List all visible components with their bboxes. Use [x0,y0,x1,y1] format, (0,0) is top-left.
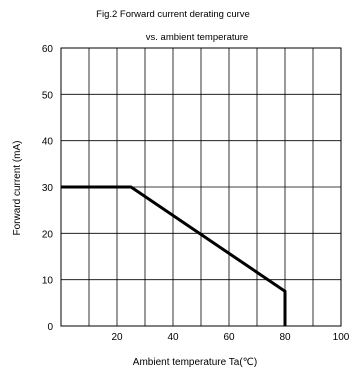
y-tick-label: 20 [42,229,54,240]
x-tick-label: 20 [111,332,123,343]
x-tick-label: 60 [223,332,235,343]
y-tick-label: 10 [42,276,54,287]
chart-title: Fig.2 Forward current derating curve [96,9,250,20]
x-tick-label: 100 [333,332,350,343]
y-tick-label: 60 [42,44,54,55]
x-tick-label: 80 [279,332,291,343]
plot-frame [60,47,342,327]
x-tick-labels: 20 40 60 80 100 [111,332,349,343]
series-lines [61,185,287,326]
derating-curve [61,185,287,326]
x-tick-label: 40 [167,332,179,343]
y-axis-label: Forward current (mA) [12,140,23,235]
y-tick-label: 0 [47,322,53,333]
x-axis-label: Ambient temperature Ta(℃) [133,357,257,368]
y-tick-label: 30 [42,183,54,194]
chart-subtitle: vs. ambient temperature [146,32,248,43]
y-tick-labels: 0 10 20 30 40 50 60 [42,44,54,333]
y-tick-label: 40 [42,137,54,148]
y-tick-label: 50 [42,90,54,101]
